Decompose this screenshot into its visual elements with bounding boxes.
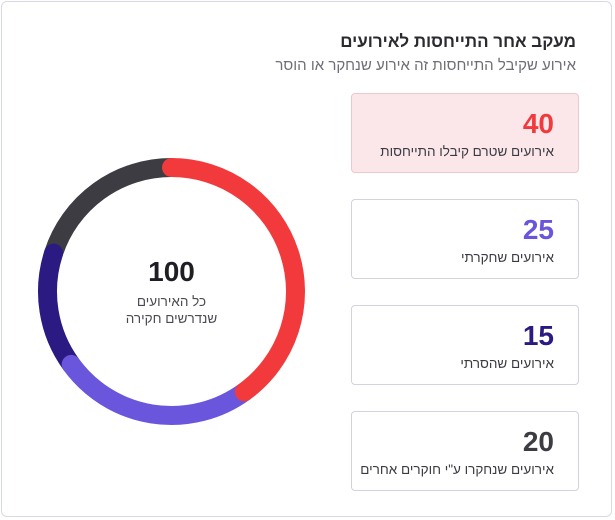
stat-card-others[interactable]: 20 אירועים שנחקרו ע"י חוקרים אחרים bbox=[351, 411, 579, 491]
donut-segment-unaddressed bbox=[162, 158, 305, 402]
donut-segment-investigated bbox=[61, 354, 254, 425]
stat-value-removed: 15 bbox=[522, 320, 554, 351]
stat-card-unaddressed[interactable]: 40 אירועים שטרם קיבלו התייחסות bbox=[351, 93, 579, 173]
donut-caption-line1: כל האירועים bbox=[136, 294, 207, 309]
donut-segment-removed bbox=[38, 243, 81, 374]
donut-caption-line2: שנדרשים חקירה bbox=[125, 311, 218, 326]
card-title: מעקב אחר התייחסות לאירועים bbox=[340, 32, 576, 51]
stat-label-removed: אירועים שהסרתי bbox=[460, 356, 554, 371]
stat-label-unaddressed: אירועים שטרם קיבלו התייחסות bbox=[380, 144, 554, 159]
donut-caption: כל האירועים שנדרשים חקירה bbox=[36, 293, 307, 327]
stat-value-investigated: 25 bbox=[522, 214, 554, 245]
stat-card-removed[interactable]: 15 אירועים שהסרתי bbox=[351, 305, 579, 385]
stat-label-others: אירועים שנחקרו ע"י חוקרים אחרים bbox=[360, 462, 554, 477]
stat-label-investigated: אירועים שחקרתי bbox=[460, 250, 554, 265]
donut-chart: 100 כל האירועים שנדרשים חקירה bbox=[36, 156, 307, 427]
stat-card-investigated[interactable]: 25 אירועים שחקרתי bbox=[351, 199, 579, 279]
stat-value-others: 20 bbox=[522, 426, 554, 457]
stat-value-unaddressed: 40 bbox=[522, 108, 554, 139]
donut-svg bbox=[38, 158, 305, 425]
donut-segment-others bbox=[44, 158, 181, 263]
card-subtitle: אירוע שקיבל התייחסות זה אירוע שנחקר או ה… bbox=[275, 57, 576, 74]
donut-total: 100 bbox=[148, 256, 195, 287]
donut-center: 100 כל האירועים שנדרשים חקירה bbox=[36, 156, 307, 427]
